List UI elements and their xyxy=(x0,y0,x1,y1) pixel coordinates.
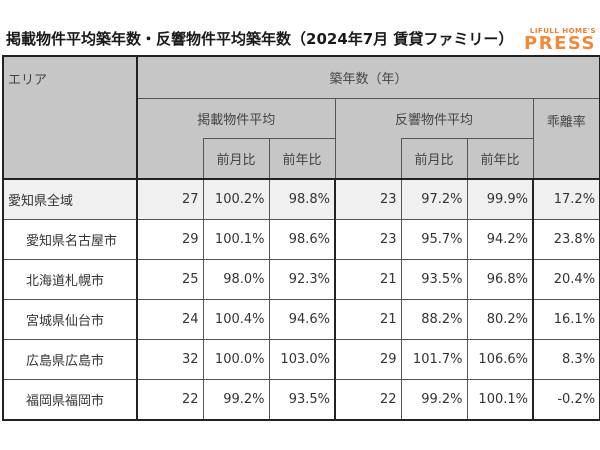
inquiry-mom-cell: 95.7% xyxy=(400,219,468,260)
inquiry-mom-cell: 88.2% xyxy=(400,299,468,340)
logo-line1: LIFULL HOME'S xyxy=(529,27,596,35)
table-row: 福岡県福岡市 22 99.2% 93.5% 22 99.2% 100.1% -0… xyxy=(2,379,600,421)
lifull-homes-press-logo: LIFULL HOME'S PRESS xyxy=(524,27,596,53)
inquiry-yoy-cell: 80.2% xyxy=(466,299,534,340)
listed-avg-cell: 25 xyxy=(136,259,204,300)
listed-mom-cell: 100.1% xyxy=(202,219,270,260)
listed-avg-cell: 24 xyxy=(136,299,204,340)
inquiry-avg-cell: 21 xyxy=(334,259,402,300)
page-title: 掲載物件平均築年数・反響物件平均築年数（2024年7月 賃貸ファミリー） xyxy=(6,30,514,48)
header-listed-mom: 前月比 xyxy=(202,138,270,180)
table-row: 広島県広島市 32 100.0% 103.0% 29 101.7% 106.6%… xyxy=(2,339,600,380)
listed-mom-cell: 100.0% xyxy=(202,339,270,380)
table-row: 愛知県名古屋市 29 100.1% 98.6% 23 95.7% 94.2% 2… xyxy=(2,219,600,260)
logo-line2: PRESS xyxy=(524,33,596,54)
inquiry-avg-cell: 23 xyxy=(334,178,402,220)
header-listed-yoy: 前年比 xyxy=(268,138,336,180)
table-row: 宮城県仙台市 24 100.4% 94.6% 21 88.2% 80.2% 16… xyxy=(2,299,600,340)
listed-yoy-cell: 98.6% xyxy=(268,219,336,260)
listed-yoy-cell: 92.3% xyxy=(268,259,336,300)
inquiry-avg-cell: 29 xyxy=(334,339,402,380)
inquiry-avg-cell: 23 xyxy=(334,219,402,260)
listed-mom-cell: 99.2% xyxy=(202,379,270,421)
building-age-table: エリア 築年数（年） 掲載物件平均 反響物件平均 乖離率 前月比 前年比 前月比… xyxy=(2,55,600,421)
area-cell: 愛知県全域 xyxy=(2,178,138,220)
listed-avg-cell: 22 xyxy=(136,379,204,421)
inquiry-mom-cell: 93.5% xyxy=(400,259,468,300)
inquiry-yoy-cell: 96.8% xyxy=(466,259,534,300)
area-cell: 福岡県福岡市 xyxy=(2,379,138,421)
listed-mom-cell: 100.4% xyxy=(202,299,270,340)
header-area: エリア xyxy=(2,55,138,180)
area-cell: 北海道札幌市 xyxy=(2,259,138,300)
gap-cell: 16.1% xyxy=(532,299,600,340)
listed-yoy-cell: 94.6% xyxy=(268,299,336,340)
area-cell: 宮城県仙台市 xyxy=(2,299,138,340)
header-listed-avg-blank xyxy=(136,138,204,180)
header-inquiry-average: 反響物件平均 xyxy=(334,98,534,139)
inquiry-mom-cell: 99.2% xyxy=(400,379,468,421)
inquiry-avg-cell: 21 xyxy=(334,299,402,340)
inquiry-mom-cell: 101.7% xyxy=(400,339,468,380)
header-building-age: 築年数（年） xyxy=(136,55,600,99)
listed-avg-cell: 32 xyxy=(136,339,204,380)
header-inquiry-avg-blank xyxy=(334,138,402,180)
listed-yoy-cell: 103.0% xyxy=(268,339,336,380)
table-row: 愛知県全域 27 100.2% 98.8% 23 97.2% 99.9% 17.… xyxy=(2,178,600,220)
inquiry-yoy-cell: 99.9% xyxy=(466,178,534,220)
gap-cell: 23.8% xyxy=(532,219,600,260)
inquiry-yoy-cell: 94.2% xyxy=(466,219,534,260)
inquiry-yoy-cell: 106.6% xyxy=(466,339,534,380)
inquiry-avg-cell: 22 xyxy=(334,379,402,421)
gap-cell: 8.3% xyxy=(532,339,600,380)
listed-mom-cell: 98.0% xyxy=(202,259,270,300)
gap-cell: -0.2% xyxy=(532,379,600,421)
listed-yoy-cell: 98.8% xyxy=(268,178,336,220)
table-row: 北海道札幌市 25 98.0% 92.3% 21 93.5% 96.8% 20.… xyxy=(2,259,600,300)
listed-avg-cell: 29 xyxy=(136,219,204,260)
gap-cell: 17.2% xyxy=(532,178,600,220)
area-cell: 広島県広島市 xyxy=(2,339,138,380)
listed-avg-cell: 27 xyxy=(136,178,204,220)
header-inquiry-mom: 前月比 xyxy=(400,138,468,180)
header-listed-average: 掲載物件平均 xyxy=(136,98,336,139)
header-inquiry-yoy: 前年比 xyxy=(466,138,534,180)
header-gap-rate: 乖離率 xyxy=(532,98,600,180)
area-cell: 愛知県名古屋市 xyxy=(2,219,138,260)
inquiry-yoy-cell: 100.1% xyxy=(466,379,534,421)
inquiry-mom-cell: 97.2% xyxy=(400,178,468,220)
listed-yoy-cell: 93.5% xyxy=(268,379,336,421)
gap-cell: 20.4% xyxy=(532,259,600,300)
listed-mom-cell: 100.2% xyxy=(202,178,270,220)
